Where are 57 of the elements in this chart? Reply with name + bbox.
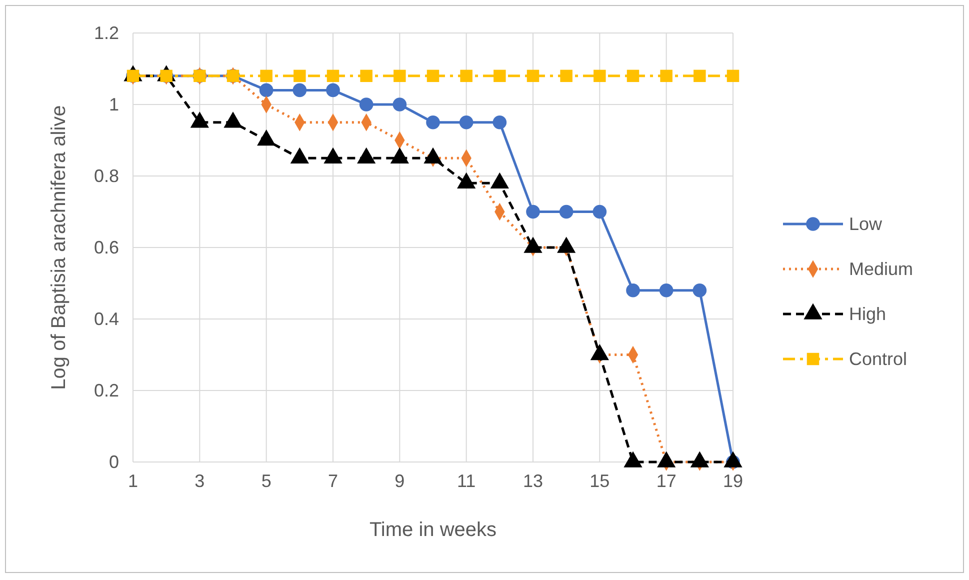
point: [626, 284, 640, 298]
point: [426, 70, 440, 82]
x-tick-label: 5: [261, 470, 272, 491]
point: [590, 344, 609, 360]
point: [726, 70, 740, 82]
x-tick-label: 17: [656, 470, 676, 491]
y-tick-label: 0.2: [94, 380, 119, 400]
x-tick-label: 1: [128, 470, 138, 491]
x-tick-label: 13: [522, 470, 544, 491]
point: [626, 70, 640, 82]
point: [594, 70, 606, 82]
point: [692, 284, 707, 298]
point: [560, 70, 572, 82]
x-tick-label: 9: [394, 470, 405, 491]
point: [659, 284, 674, 298]
y-tick-label: 1: [108, 94, 119, 114]
point: [460, 70, 472, 82]
point: [694, 70, 706, 82]
point: [326, 70, 340, 82]
legend-label: High: [849, 304, 886, 324]
point: [359, 98, 374, 112]
y-tick-label: 0.8: [94, 166, 119, 186]
legend-label: Low: [849, 214, 884, 234]
point: [326, 83, 340, 98]
legend-label: Medium: [849, 259, 914, 279]
point: [394, 70, 406, 82]
point: [294, 70, 306, 82]
legend-label: Control: [849, 349, 908, 369]
point: [592, 204, 607, 219]
point: [360, 70, 372, 82]
y-axis-title: Log of Baptisia arachnifera alive: [48, 105, 70, 390]
x-axis-title: Time in weeks: [369, 519, 497, 541]
point: [624, 451, 642, 468]
point: [690, 451, 709, 468]
y-tick-label: 1.2: [94, 22, 119, 43]
x-tick-label: 11: [456, 470, 476, 491]
point: [259, 83, 274, 98]
y-tick-label: 0.4: [94, 308, 119, 329]
point: [426, 115, 440, 130]
point: [392, 98, 407, 112]
point: [724, 451, 742, 468]
point: [492, 115, 507, 130]
y-tick-label: 0: [108, 452, 119, 472]
point: [526, 204, 540, 219]
point: [260, 70, 272, 82]
point: [657, 451, 676, 468]
point: [459, 115, 474, 130]
x-tick-label: 15: [590, 470, 610, 491]
point: [494, 70, 506, 82]
point: [526, 70, 540, 82]
y-tick-label: 0.6: [94, 237, 119, 258]
point: [660, 70, 672, 82]
point: [559, 204, 574, 219]
x-tick-label: 7: [328, 470, 338, 491]
point: [292, 83, 307, 98]
x-tick-label: 19: [722, 470, 744, 491]
x-tick-label: 3: [194, 470, 205, 491]
